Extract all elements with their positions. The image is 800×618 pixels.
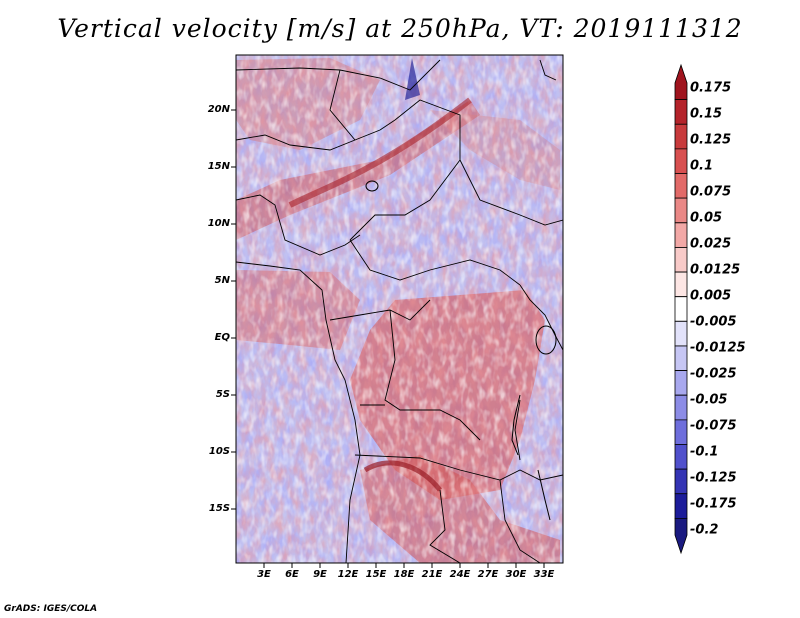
colorbar-label: -0.125 <box>690 470 737 486</box>
colorbar-label: 0.1 <box>690 158 714 174</box>
colorbar-segment <box>674 296 688 322</box>
colorbar-segment <box>674 63 688 101</box>
colorbar-segment <box>674 320 688 347</box>
lat-label-10n: 10N <box>207 218 230 229</box>
lon-label-15e: 15E <box>365 569 387 580</box>
axis-ticks <box>231 109 545 568</box>
colorbar-segment <box>674 197 688 224</box>
colorbar-segment <box>674 345 688 371</box>
lat-label-15n: 15N <box>207 161 230 172</box>
colorbar-segment <box>674 444 688 470</box>
colorbar-segment <box>674 468 688 495</box>
colorbar-segment <box>674 271 688 298</box>
lat-label-eq: EQ <box>214 332 230 343</box>
colorbar-label: -0.0125 <box>690 340 746 356</box>
lon-label-24e: 24E <box>449 569 471 580</box>
colorbar-label: -0.005 <box>690 314 737 330</box>
colorbar-label: -0.175 <box>690 496 737 512</box>
colorbar-label: -0.075 <box>690 418 737 434</box>
lon-label-33e: 33E <box>533 569 555 580</box>
lat-label-5s: 5S <box>215 389 230 400</box>
grads-credit: GrADS: IGES/COLA <box>4 604 98 614</box>
colorbar-label: 0.05 <box>690 210 723 226</box>
colorbar-label: -0.025 <box>690 366 737 382</box>
map-title: Vertical velocity [m/s] at 250hPa, VT: 2… <box>57 14 743 43</box>
colorbar-segment <box>674 99 688 125</box>
lon-label-21e: 21E <box>421 569 443 580</box>
lon-label-30e: 30E <box>505 569 527 580</box>
lat-label-15s: 15S <box>208 503 230 514</box>
colorbar-segment <box>674 370 688 396</box>
lat-label-20n: 20N <box>207 104 230 115</box>
colorbar-label: 0.075 <box>690 184 732 200</box>
colorbar-label: 0.175 <box>690 80 732 96</box>
colorbar-segment <box>674 123 688 150</box>
colorbar <box>674 63 688 555</box>
lon-label-12e: 12E <box>337 569 359 580</box>
lon-label-18e: 18E <box>393 569 415 580</box>
colorbar-segment <box>674 419 688 445</box>
country-borders <box>236 59 563 563</box>
colorbar-label: 0.125 <box>690 132 732 148</box>
colorbar-label: -0.1 <box>690 444 719 460</box>
colorbar-label: 0.025 <box>690 236 732 252</box>
colorbar-label: -0.2 <box>690 522 719 538</box>
colorbar-segment <box>674 173 688 199</box>
colorbar-label: -0.05 <box>690 392 728 408</box>
lon-label-3e: 3E <box>257 569 271 580</box>
lon-label-27e: 27E <box>477 569 499 580</box>
lat-label-5n: 5N <box>214 275 230 286</box>
colorbar-segment <box>674 517 688 555</box>
map-frame <box>235 54 564 564</box>
colorbar-label: 0.0125 <box>690 262 741 278</box>
lat-label-10s: 10S <box>208 446 230 457</box>
velocity-field <box>236 55 563 563</box>
lon-label-9e: 9E <box>313 569 327 580</box>
colorbar-segment <box>674 493 688 519</box>
colorbar-segment <box>674 394 688 421</box>
colorbar-label: 0.15 <box>690 106 723 122</box>
colorbar-segment <box>674 247 688 273</box>
colorbar-label: 0.005 <box>690 288 732 304</box>
colorbar-segment <box>674 222 688 248</box>
colorbar-segment <box>674 148 688 174</box>
lon-label-6e: 6E <box>285 569 299 580</box>
lakes <box>365 180 557 521</box>
